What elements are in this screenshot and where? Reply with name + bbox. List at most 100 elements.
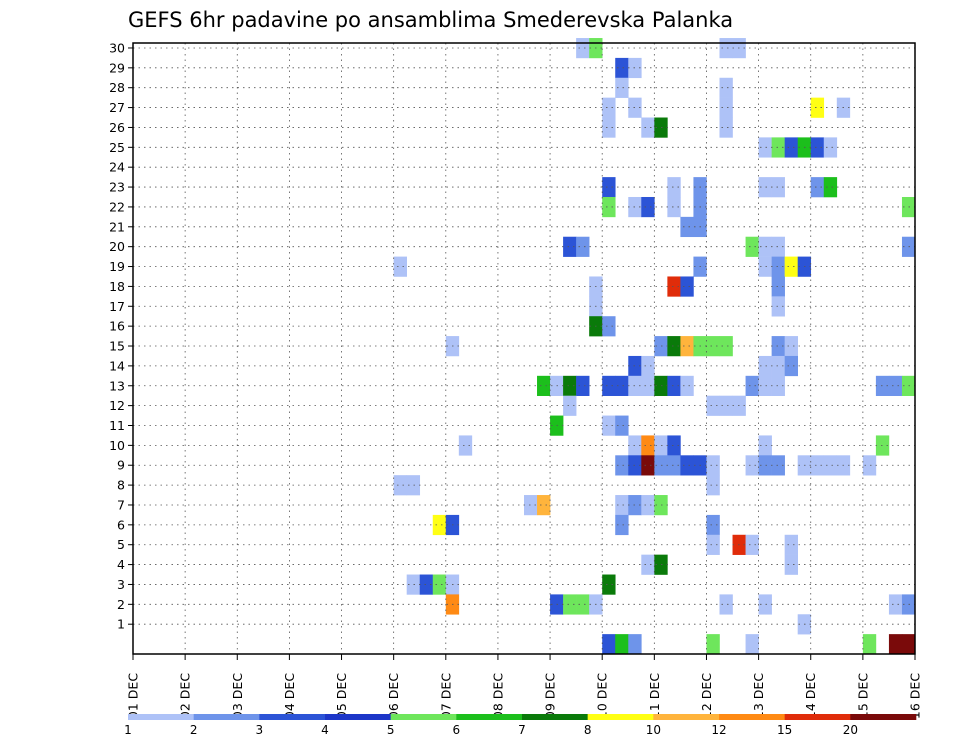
y-tick-label: 28 — [109, 80, 125, 95]
precip-cell — [537, 495, 551, 516]
colorbar-swatch — [390, 714, 457, 720]
precip-cell — [862, 634, 877, 655]
y-tick-label: 11 — [109, 418, 125, 433]
precipitation-cells — [393, 38, 916, 655]
colorbar-label: 3 — [256, 723, 264, 737]
precip-cell — [602, 117, 616, 138]
colorbar-label: 15 — [777, 723, 792, 737]
precip-cell — [823, 177, 838, 198]
precip-cell — [771, 256, 785, 277]
y-tick-label: 12 — [109, 398, 125, 413]
y-tick-label: 25 — [109, 140, 125, 155]
precip-cell — [432, 574, 447, 595]
precip-cell — [576, 375, 590, 396]
y-tick-label: 5 — [117, 537, 125, 552]
colorbar-label: 1 — [124, 723, 132, 737]
colorbar-label: 8 — [584, 723, 592, 737]
colorbar-swatch — [850, 714, 917, 720]
y-axis: 1234567891011121314151617181920212223242… — [109, 40, 133, 632]
precip-cell — [615, 514, 629, 536]
colorbar-label: 6 — [453, 723, 461, 737]
precip-cell — [745, 534, 759, 555]
precip-cell — [810, 177, 825, 198]
y-tick-label: 20 — [109, 239, 125, 254]
y-tick-label: 22 — [109, 199, 125, 214]
precip-cell — [458, 435, 473, 456]
precip-cell — [667, 336, 681, 357]
precip-cell — [576, 236, 590, 257]
precip-cell — [758, 455, 772, 476]
colorbar-swatch — [719, 714, 785, 720]
y-tick-label: 17 — [109, 299, 125, 314]
x-tick-label: 13 DEC — [751, 673, 766, 719]
precip-cell — [615, 634, 629, 655]
precip-cell — [784, 534, 798, 555]
y-tick-label: 30 — [109, 40, 125, 55]
colorbar-swatch — [784, 714, 851, 720]
precip-cell — [602, 574, 616, 595]
colorbar-label: 7 — [518, 723, 526, 737]
precip-cell — [771, 375, 785, 396]
y-tick-label: 10 — [109, 438, 125, 453]
precip-cell — [654, 336, 668, 357]
precip-cell — [641, 435, 655, 456]
colorbar-swatch — [522, 714, 588, 720]
precip-cell — [602, 196, 616, 218]
precip-cell — [706, 395, 720, 416]
precip-cell — [862, 455, 877, 476]
precip-cell — [758, 375, 772, 396]
precip-cell — [745, 455, 759, 476]
precip-cell — [771, 355, 785, 377]
precip-cell — [654, 435, 668, 456]
y-tick-label: 27 — [109, 100, 125, 115]
precip-cell — [745, 236, 759, 257]
y-tick-label: 7 — [117, 497, 125, 512]
precip-cell — [888, 634, 903, 655]
colorbar-label: 10 — [646, 723, 661, 737]
precip-cell — [680, 455, 694, 476]
precip-cell — [706, 455, 720, 476]
precip-cell — [406, 574, 421, 595]
precip-cell — [654, 495, 668, 516]
precip-cell — [602, 375, 616, 396]
precip-cell — [563, 236, 577, 257]
precip-cell — [641, 554, 655, 575]
precip-cell — [875, 375, 890, 396]
precip-cell — [758, 256, 772, 277]
colorbar-swatch — [325, 714, 391, 720]
precip-cell — [602, 415, 616, 436]
precip-cell — [784, 355, 798, 377]
precip-cell — [667, 177, 681, 198]
x-tick-label: 06 DEC — [386, 673, 401, 719]
precip-cell — [745, 634, 759, 655]
precip-cell — [667, 435, 681, 456]
precip-cell — [602, 316, 616, 337]
precip-cell — [680, 336, 694, 357]
x-tick-label: 14 DEC — [803, 673, 818, 719]
precip-cell — [719, 38, 733, 59]
colorbar-label: 12 — [711, 723, 726, 737]
y-tick-label: 2 — [117, 597, 125, 612]
precip-cell — [667, 276, 681, 297]
precip-cell — [719, 395, 733, 416]
precip-cell — [667, 375, 681, 396]
precip-cell — [667, 455, 681, 476]
precip-cell — [615, 77, 629, 98]
precip-cell — [654, 117, 668, 138]
precip-cell — [602, 97, 616, 118]
precip-cell — [615, 415, 629, 436]
precip-cell — [758, 594, 772, 615]
precip-cell — [771, 276, 785, 297]
precip-cell — [706, 534, 720, 555]
precip-cell — [758, 236, 772, 257]
precip-cell — [654, 554, 668, 575]
y-tick-label: 16 — [109, 319, 125, 334]
colorbar-swatch — [653, 714, 720, 720]
precip-cell — [524, 495, 538, 516]
precip-cell — [667, 196, 681, 218]
precip-cell — [615, 375, 629, 396]
y-tick-label: 23 — [109, 180, 125, 195]
precip-cell — [875, 435, 890, 456]
precip-cell — [823, 455, 838, 476]
